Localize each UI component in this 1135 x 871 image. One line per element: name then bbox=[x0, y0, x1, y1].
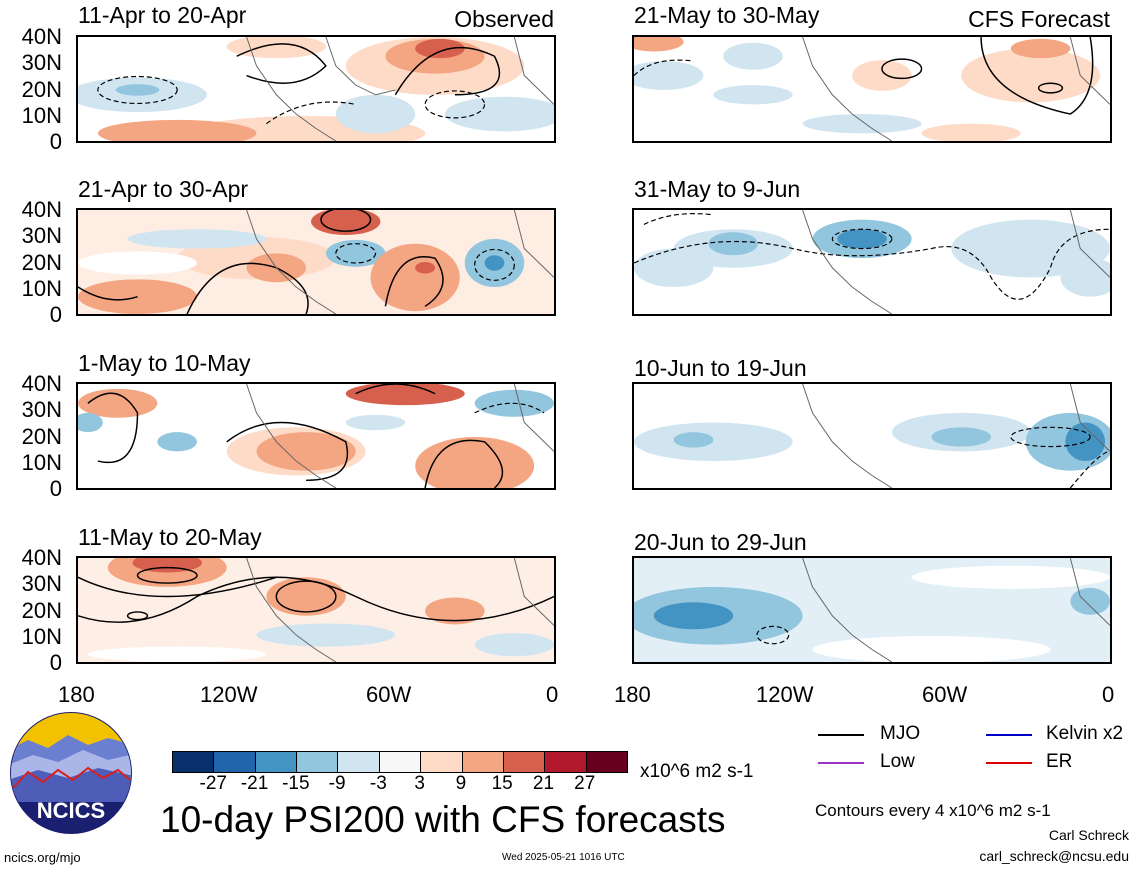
legend-label-er: ER bbox=[1046, 751, 1073, 772]
panel-label-cfs-forecast: CFS Forecast bbox=[968, 6, 1110, 32]
xtick-right-120W: 120W bbox=[756, 682, 814, 707]
ytick-p1-10N: 10N bbox=[21, 103, 62, 128]
colorbar-tick-label: 3 bbox=[414, 773, 425, 794]
colorbar-swatch bbox=[214, 752, 256, 772]
ytick-p3-20N: 20N bbox=[21, 424, 62, 449]
map-panel-2 bbox=[76, 208, 556, 316]
map-panel-1 bbox=[76, 35, 556, 143]
ytick-p2-30N: 30N bbox=[21, 223, 62, 248]
colorbar-swatch bbox=[338, 752, 380, 772]
panel-title-1: 11-Apr to 20-Apr bbox=[78, 2, 247, 28]
ytick-p3-10N: 10N bbox=[21, 450, 62, 475]
ytick-p2-0: 0 bbox=[49, 302, 62, 327]
panel-title-3: 1-May to 10-May bbox=[78, 350, 251, 376]
colorbar-swatch bbox=[503, 752, 546, 772]
colorbar-labels: -27 -21 -15 -9 -3 3 9 15 21 27 bbox=[172, 774, 626, 794]
author: Carl Schreck bbox=[1048, 827, 1129, 843]
panel-title-8: 20-Jun to 29-Jun bbox=[634, 529, 807, 555]
colorbar-swatch bbox=[255, 752, 298, 772]
xtick-left-180: 180 bbox=[58, 682, 95, 707]
ytick-p4-0: 0 bbox=[49, 650, 62, 675]
colorbar-tick-label: -15 bbox=[282, 773, 310, 794]
colorbar-tick-label: -21 bbox=[240, 773, 269, 794]
xtick-right-60W: 60W bbox=[922, 682, 968, 707]
map-panel-5 bbox=[632, 35, 1112, 143]
map-panel-8 bbox=[632, 556, 1112, 664]
colorbar-tick-label: -3 bbox=[369, 773, 387, 794]
legend-line-low bbox=[818, 762, 864, 764]
ytick-p3-40N: 40N bbox=[21, 371, 62, 396]
colorbar-tick-label: 15 bbox=[491, 773, 513, 794]
xtick-left-0: 0 bbox=[546, 682, 559, 707]
legend-label-kelvin: Kelvin x2 bbox=[1046, 723, 1124, 744]
legend-line-mjo bbox=[818, 734, 864, 736]
colorbar bbox=[172, 751, 628, 773]
xtick-right-180: 180 bbox=[614, 682, 651, 707]
ytick-p4-20N: 20N bbox=[21, 598, 62, 623]
logo-text: NCICS bbox=[37, 798, 105, 823]
panel-title-7: 10-Jun to 19-Jun bbox=[634, 355, 807, 381]
panel-title-2: 21-Apr to 30-Apr bbox=[78, 176, 249, 202]
panel-title-4: 11-May to 20-May bbox=[78, 524, 262, 550]
colorbar-tick-label: 9 bbox=[455, 773, 467, 794]
ytick-p3-0: 0 bbox=[49, 476, 62, 501]
colorbar-tick-label: 21 bbox=[532, 773, 555, 794]
colorbar-swatch bbox=[421, 752, 463, 772]
ytick-p4-40N: 40N bbox=[21, 545, 62, 570]
panel-title-5: 21-May to 30-May bbox=[634, 2, 820, 28]
colorbar-swatch bbox=[586, 752, 627, 772]
timestamp: Wed 2025-05-21 1016 UTC bbox=[502, 852, 625, 863]
xtick-left-120W: 120W bbox=[200, 682, 258, 707]
legend-line-kelvin bbox=[986, 734, 1032, 736]
ytick-p2-40N: 40N bbox=[21, 197, 62, 222]
ytick-p3-30N: 30N bbox=[21, 397, 62, 422]
colorbar-swatch bbox=[379, 752, 422, 772]
colorbar-units: x10^6 m2 s-1 bbox=[640, 761, 754, 782]
author-email[interactable]: carl_schreck@ncsu.edu bbox=[979, 848, 1129, 864]
main-title: 10-day PSI200 with CFS forecasts bbox=[160, 799, 726, 840]
panel-label-observed: Observed bbox=[454, 6, 554, 32]
map-panel-7 bbox=[632, 382, 1112, 490]
ytick-p2-10N: 10N bbox=[21, 276, 62, 301]
legend-label-low: Low bbox=[880, 751, 915, 772]
map-panel-4 bbox=[76, 556, 556, 664]
ytick-p1-40N: 40N bbox=[21, 24, 62, 49]
colorbar-tick-label: -27 bbox=[199, 773, 227, 794]
ytick-p1-0: 0 bbox=[49, 129, 62, 154]
ytick-p2-20N: 20N bbox=[21, 250, 62, 275]
ytick-p1-30N: 30N bbox=[21, 50, 62, 75]
contour-note: Contours every 4 x10^6 m2 s-1 bbox=[815, 801, 1051, 820]
xtick-right-0: 0 bbox=[1102, 682, 1115, 707]
website-link[interactable]: ncics.org/mjo bbox=[4, 850, 81, 865]
xtick-left-60W: 60W bbox=[366, 682, 412, 707]
colorbar-swatch bbox=[462, 752, 504, 772]
colorbar-tick-label: 27 bbox=[574, 773, 596, 794]
ytick-p4-30N: 30N bbox=[21, 571, 62, 596]
colorbar-swatch bbox=[545, 752, 587, 772]
map-panel-3 bbox=[76, 382, 556, 490]
ytick-p1-20N: 20N bbox=[21, 77, 62, 102]
ytick-p4-10N: 10N bbox=[21, 624, 62, 649]
colorbar-swatch bbox=[297, 752, 339, 772]
ncics-logo: NCICS bbox=[8, 710, 134, 836]
panel-title-6: 31-May to 9-Jun bbox=[634, 176, 801, 202]
colorbar-tick-label: -9 bbox=[328, 773, 346, 794]
map-panel-6 bbox=[632, 208, 1112, 316]
colorbar-swatch bbox=[173, 752, 215, 772]
legend-label-mjo: MJO bbox=[880, 723, 921, 744]
legend-line-er bbox=[986, 762, 1032, 764]
